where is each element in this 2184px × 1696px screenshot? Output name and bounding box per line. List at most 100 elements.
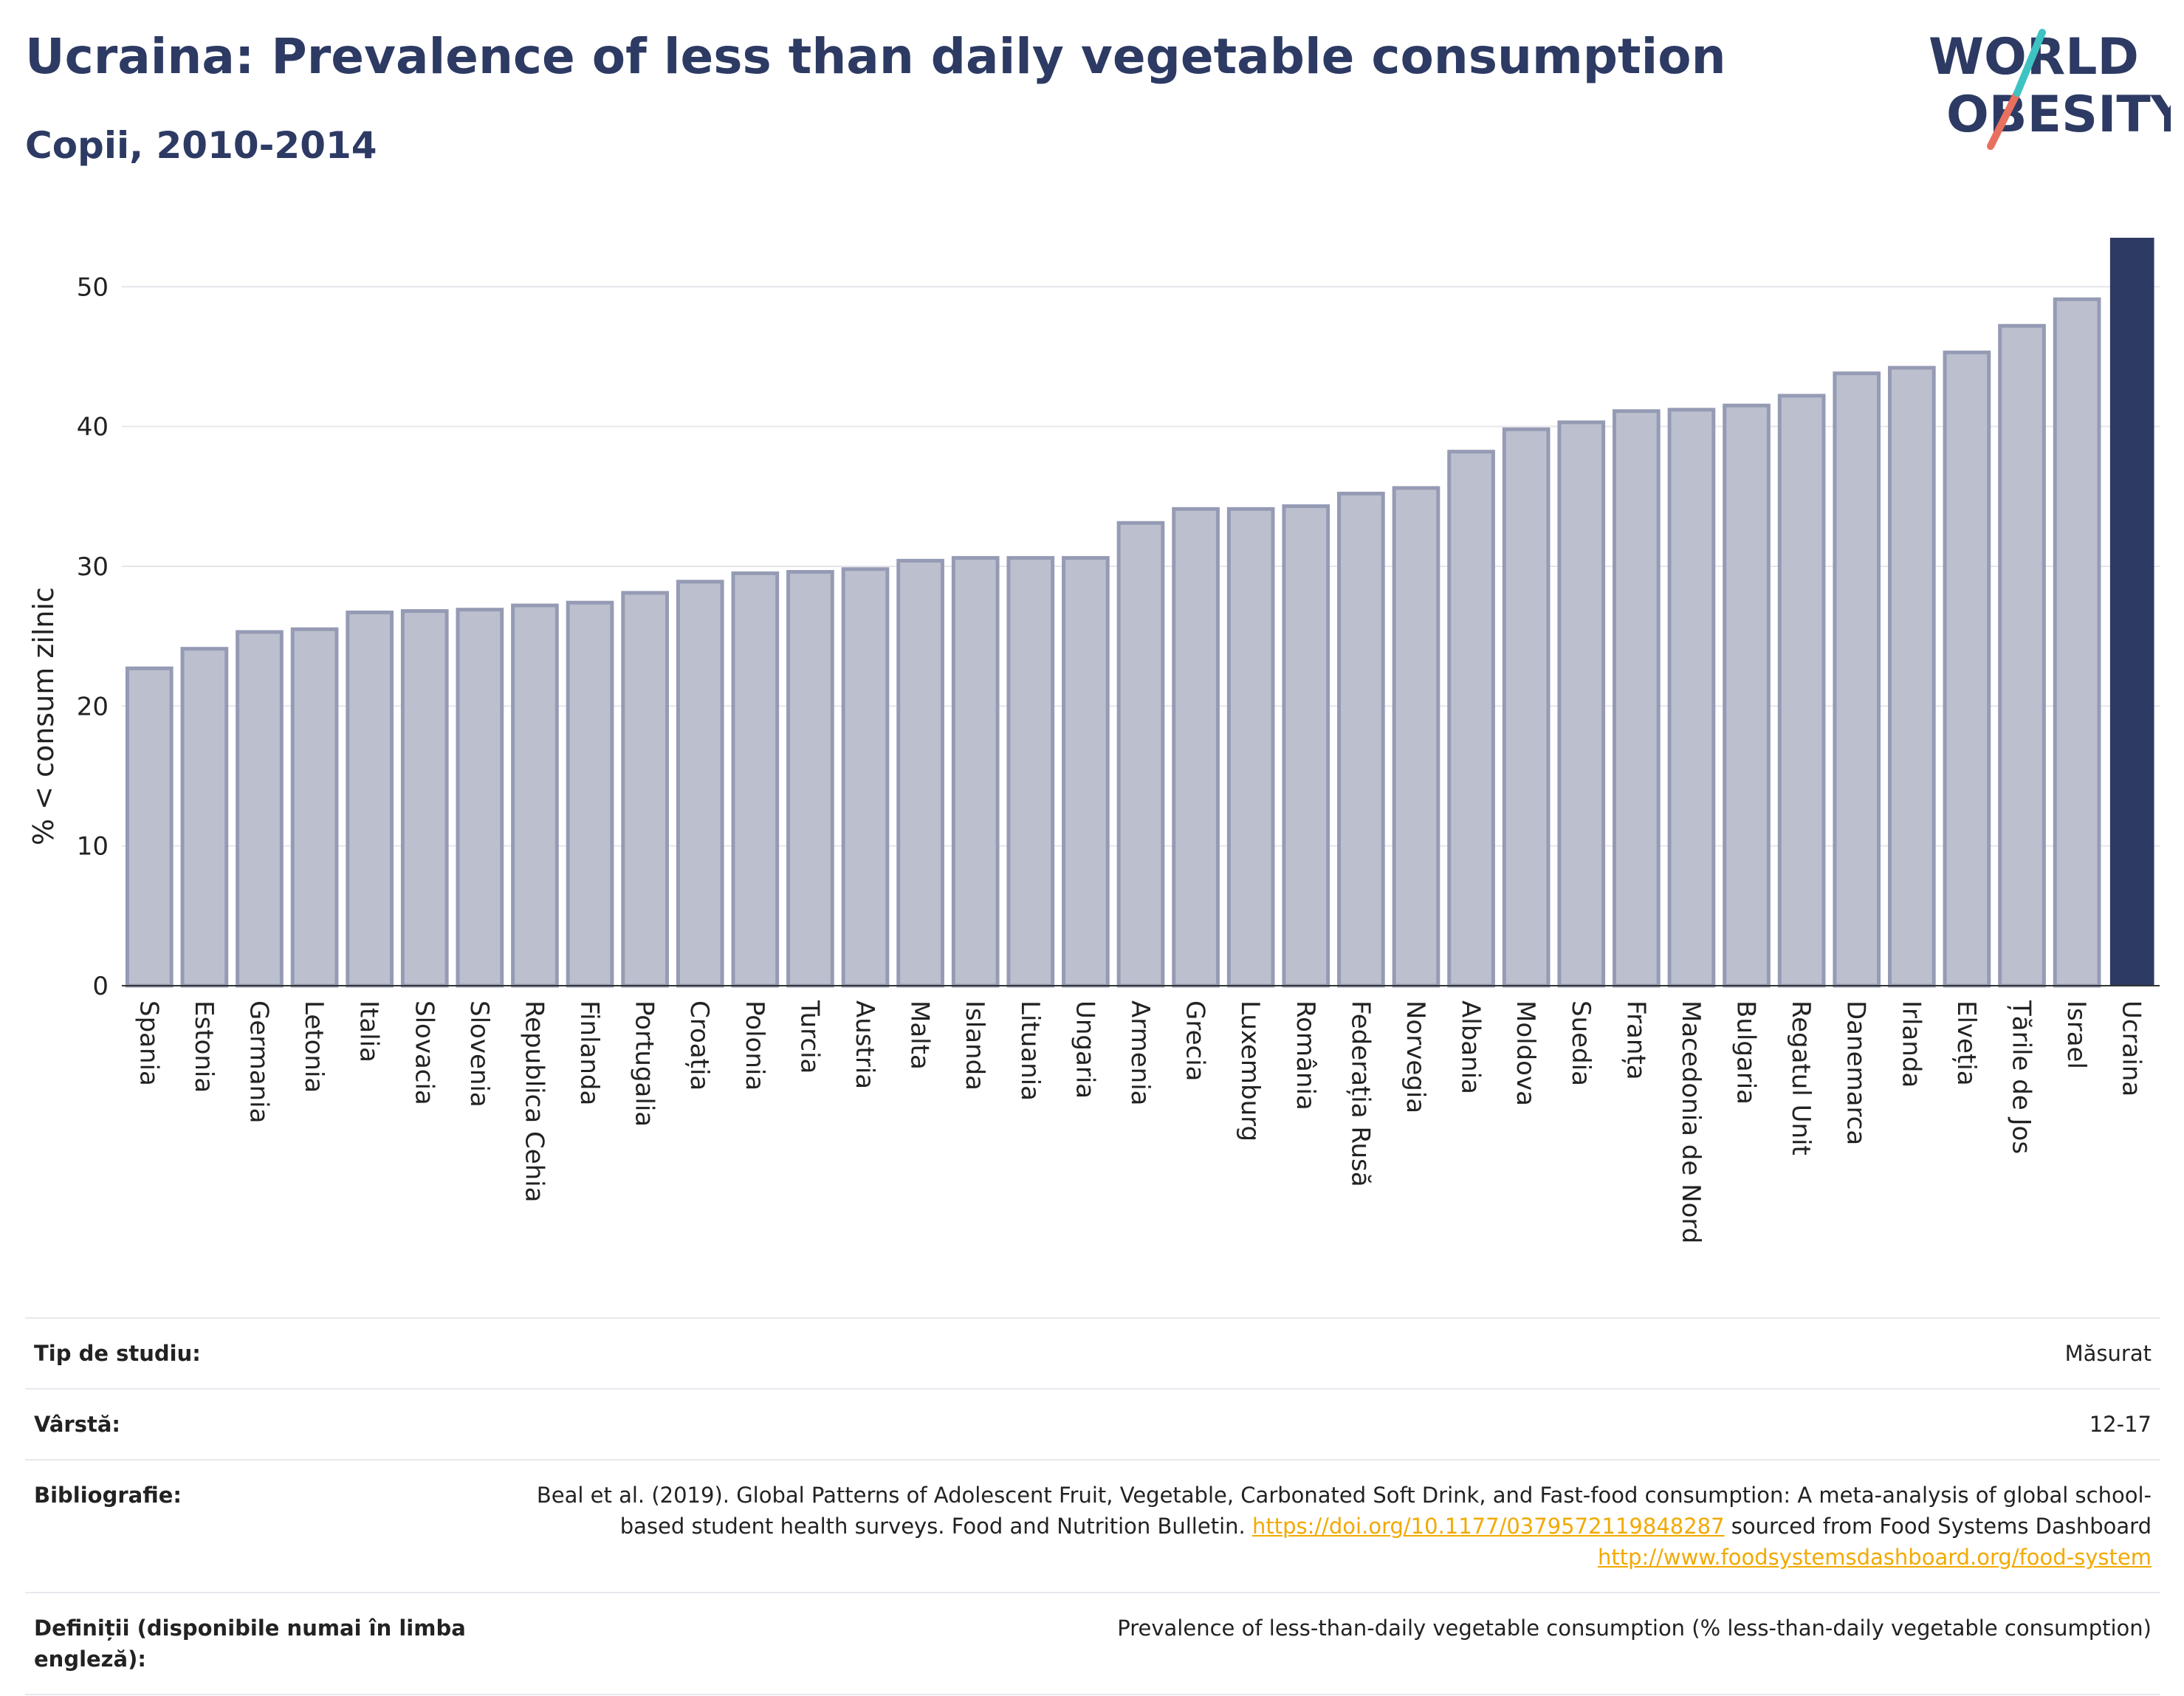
x-tick-label: Finlanda [574, 1000, 604, 1105]
bar [841, 567, 890, 988]
bar [1116, 521, 1165, 988]
bar [236, 630, 284, 988]
bar [786, 570, 834, 988]
bar [456, 608, 504, 988]
bibliography-source-text: sourced from Food Systems Dashboard [1731, 1514, 2152, 1539]
bar [951, 556, 1000, 988]
bar-highlight [2109, 238, 2154, 986]
info-row-study-type: Tip de studiu: Măsurat [25, 1317, 2160, 1388]
x-tick-label: Portugalia [630, 1000, 659, 1127]
x-tick-label: Țările de Jos [2007, 1000, 2036, 1154]
x-tick-label: Letonia [299, 1000, 329, 1093]
info-value: Prevalence of less-than-daily vegetable … [1117, 1616, 2152, 1641]
x-tick-label: Macedonia de Nord [1676, 1000, 1706, 1243]
info-value: 12-17 [2089, 1412, 2152, 1437]
info-row-bibliography: Bibliografie: Beal et al. (2019). Global… [25, 1459, 2160, 1592]
bar [731, 571, 780, 988]
x-tick-label: Polonia [740, 1000, 769, 1091]
y-tick-label: 50 [77, 272, 109, 302]
bar [1557, 420, 1606, 988]
bar [125, 666, 174, 988]
info-row-definitions: Definiții (disponibile numai în limba en… [25, 1592, 2160, 1695]
x-tick-label: Elveția [1951, 1000, 1981, 1086]
bar [566, 600, 614, 988]
info-value: Măsurat [2064, 1341, 2152, 1366]
bar [621, 591, 669, 988]
x-tick-label: Republica Cehia [519, 1000, 549, 1202]
bar [1667, 408, 1716, 988]
info-table: Tip de studiu: Măsurat Vârstă: 12-17 Bib… [25, 1317, 2160, 1695]
x-tick-label: Ucraina [2117, 1000, 2146, 1096]
bar [180, 647, 229, 988]
y-axis-title: % < consum zilnic [27, 587, 60, 845]
bar [1943, 350, 1991, 988]
x-tick-label: Turcia [794, 1000, 824, 1074]
logo-text-obesity: OBESITY [1946, 86, 2171, 144]
x-tick-label: Slovenia [464, 1000, 494, 1108]
x-tick-label: Albania [1456, 1000, 1486, 1094]
bars [125, 238, 2154, 988]
x-axis-labels: Spania Estonia Germania Letonia Italia Slovac… [134, 1000, 2146, 1243]
bar [1337, 492, 1385, 988]
bar [1723, 403, 1771, 988]
bar [1392, 486, 1440, 988]
info-row-age: Vârstă: 12-17 [25, 1388, 2160, 1459]
x-tick-label: Regatul Unit [1786, 1000, 1816, 1156]
y-tick-label: 40 [77, 413, 109, 442]
bibliography-text: Beal et al. (2019). Global Patterns of A… [536, 1483, 2152, 1539]
bar [1613, 409, 1661, 988]
info-label: Definiții (disponibile numai în limba en… [34, 1616, 466, 1672]
logo-slash-coral-icon [1987, 89, 2021, 150]
food-systems-link[interactable]: http://www.foodsystemsdashboard.org/food… [1598, 1545, 2152, 1570]
x-tick-label: Irlanda [1896, 1000, 1926, 1088]
bar [2053, 297, 2101, 988]
bar [1998, 323, 2046, 988]
bar [1887, 365, 1936, 988]
x-tick-label: Suedia [1566, 1000, 1596, 1086]
bar [896, 558, 944, 988]
bar [511, 603, 559, 988]
x-tick-label: Danemarca [1841, 1000, 1871, 1145]
bar-chart: 0 10 20 30 40 50 Spania Estonia Germania Letonia… [27, 238, 2160, 1243]
x-tick-label: Spania [134, 1000, 163, 1086]
bar [1833, 371, 1881, 988]
chart-title: Ucraina: Prevalence of less than daily v… [25, 28, 1726, 85]
bar [1062, 556, 1110, 988]
doi-link[interactable]: https://doi.org/10.1177/0379572119848287 [1251, 1514, 1725, 1539]
chart-subtitle: Copii, 2010-2014 [25, 124, 377, 167]
info-value-bibliography: Beal et al. (2019). Global Patterns of A… [527, 1480, 2152, 1573]
bar [346, 610, 394, 988]
bar [1777, 394, 1826, 988]
x-tick-label: Malta [905, 1000, 935, 1070]
bar [1172, 507, 1220, 988]
x-tick-label: Estonia [189, 1000, 219, 1093]
info-label: Vârstă: [34, 1412, 121, 1437]
world-obesity-logo: WORLD OBESITY [1929, 28, 2171, 150]
bar [676, 580, 724, 988]
info-label: Bibliografie: [34, 1483, 182, 1508]
x-tick-label: Italia [354, 1000, 384, 1062]
bar [1282, 504, 1330, 988]
logo-slash-teal-icon [2013, 29, 2046, 97]
info-label: Tip de studiu: [34, 1341, 201, 1366]
x-tick-label: Croația [684, 1000, 714, 1091]
x-tick-label: Germania [244, 1000, 273, 1123]
x-tick-label: Ungaria [1070, 1000, 1099, 1099]
x-tick-label: Lituania [1015, 1000, 1045, 1101]
x-tick-label: Federația Rusă [1345, 1000, 1375, 1187]
y-tick-label: 10 [77, 832, 109, 862]
x-tick-label: Grecia [1181, 1000, 1210, 1081]
bar [1502, 427, 1551, 988]
bar [290, 627, 339, 988]
x-tick-label: Israel [2061, 1000, 2091, 1069]
x-tick-label: Austria [850, 1000, 879, 1089]
y-tick-label: 20 [77, 692, 109, 721]
y-axis-ticks: 0 10 20 30 40 50 [77, 272, 109, 1001]
bar [400, 609, 449, 988]
bar [1006, 556, 1055, 988]
bar [1447, 450, 1495, 988]
x-tick-label: Moldova [1511, 1000, 1540, 1106]
x-tick-label: Luxemburg [1235, 1000, 1265, 1141]
x-tick-label: Franța [1621, 1000, 1650, 1080]
x-tick-label: Bulgaria [1731, 1000, 1761, 1105]
